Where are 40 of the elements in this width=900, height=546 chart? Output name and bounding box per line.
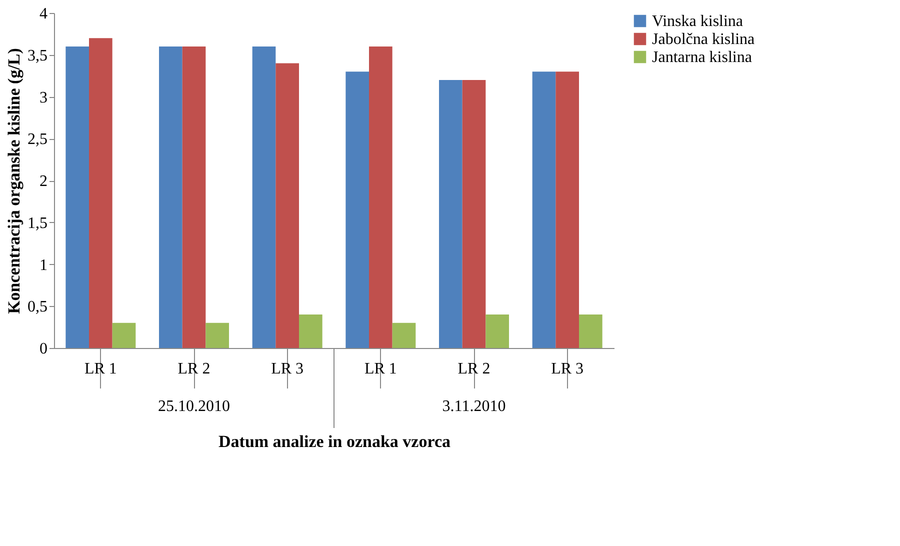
y-tick-label: 0,5 — [28, 298, 48, 316]
y-tick-label: 1,5 — [28, 214, 48, 232]
text: 3.11.2010 — [442, 398, 506, 415]
y-tick-label: 0 — [40, 340, 48, 358]
y-tick-label: 2 — [40, 173, 48, 190]
bar — [579, 314, 602, 348]
bar — [486, 314, 509, 348]
bar — [556, 72, 579, 348]
bar — [182, 46, 206, 348]
x-tick-label: LR 3 — [271, 360, 304, 378]
bar — [299, 314, 322, 348]
y-tick-label: 2,5 — [28, 131, 48, 148]
bar — [66, 46, 89, 348]
bar — [532, 72, 556, 348]
legend-label: Jantarna kislina — [652, 49, 752, 66]
y-tick-label: 3 — [40, 89, 48, 106]
y-tick-label: 1 — [40, 256, 48, 274]
x-tick-label: LR 1 — [84, 360, 117, 378]
x-tick-label: LR 2 — [458, 360, 490, 378]
y-tick-label: 4 — [40, 6, 48, 22]
bar — [206, 322, 229, 348]
x-tick-label: LR 3 — [551, 360, 584, 378]
legend-label: Jabolčna kislina — [652, 31, 755, 48]
y-axis-title: Koncentracija organske kisline (g/L) — [4, 48, 24, 314]
bar — [159, 46, 182, 348]
bar — [392, 322, 416, 348]
bar — [369, 46, 392, 348]
bar — [462, 80, 486, 348]
bar — [276, 63, 299, 348]
x-axis-title: Datum analize in oznaka vzorca — [218, 432, 451, 451]
x-tick-label: LR 1 — [364, 360, 397, 378]
x-tick-label: LR 2 — [178, 360, 210, 378]
bar — [439, 80, 462, 348]
y-tick-label: 3,5 — [28, 47, 48, 64]
bar — [346, 72, 369, 348]
legend-label: Vinska kislina — [652, 13, 744, 30]
text: 25.10.2010 — [158, 398, 230, 415]
bar — [89, 38, 112, 348]
bar — [112, 322, 136, 348]
bar — [252, 46, 276, 348]
